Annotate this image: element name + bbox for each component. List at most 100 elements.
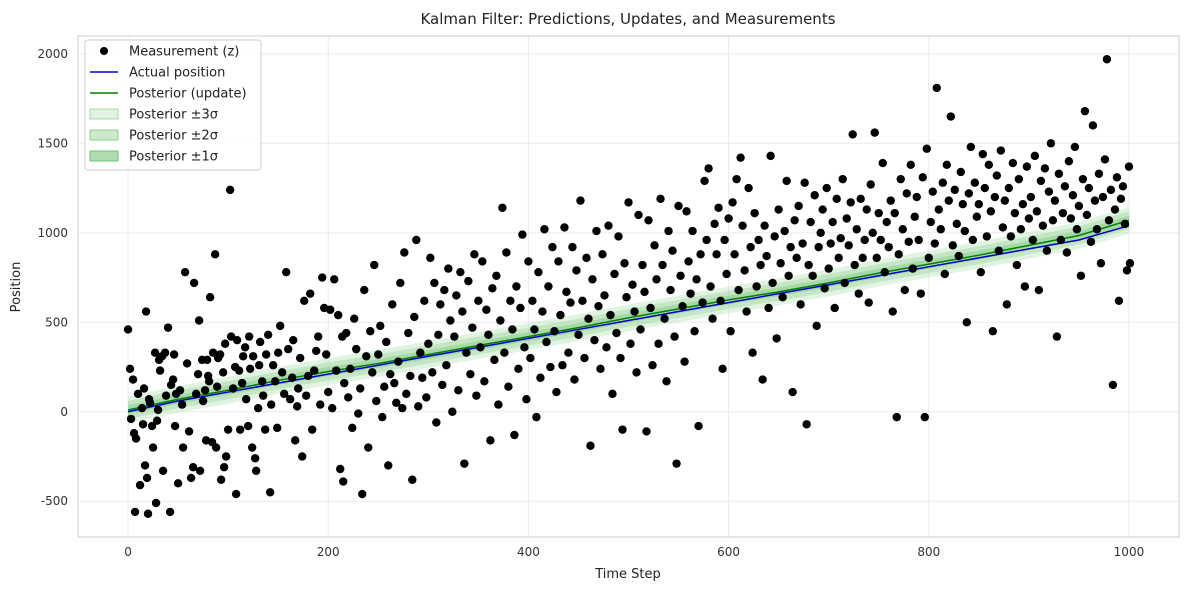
measurement-point	[1022, 162, 1032, 171]
measurement-point	[500, 348, 509, 357]
measurement-point	[382, 337, 391, 347]
legend-marker-band3	[89, 108, 119, 120]
measurement-point	[378, 412, 387, 422]
measurement-point	[902, 189, 911, 198]
measurement-point	[334, 310, 343, 320]
measurement-point	[142, 473, 152, 483]
measurement-point	[964, 189, 974, 198]
y-tick-label: 0	[60, 405, 68, 419]
measurement-point	[362, 352, 371, 361]
measurement-point	[972, 212, 982, 221]
measurement-point	[488, 284, 497, 293]
measurement-point	[760, 221, 769, 230]
measurement-point	[218, 368, 228, 377]
measurement-point	[858, 253, 867, 263]
measurement-point	[728, 198, 737, 207]
measurement-point	[746, 242, 755, 252]
measurement-point	[324, 387, 333, 397]
measurement-point	[642, 427, 651, 436]
measurement-point	[188, 463, 198, 472]
measurement-point	[778, 293, 787, 302]
measurement-point	[384, 461, 393, 470]
measurement-point	[520, 343, 529, 352]
measurement-point	[830, 303, 839, 313]
measurement-point	[1036, 176, 1046, 186]
measurement-point	[638, 260, 647, 270]
measurement-point	[692, 275, 701, 284]
measurement-point	[330, 275, 339, 284]
measurement-point	[1080, 106, 1090, 116]
measurement-point	[247, 443, 257, 452]
measurement-point	[1076, 271, 1086, 280]
measurement-point	[640, 287, 649, 297]
measurement-point	[480, 377, 489, 386]
measurement-point	[402, 389, 411, 399]
measurement-points	[123, 55, 1135, 518]
measurement-point	[1048, 216, 1058, 225]
measurement-point	[265, 488, 275, 497]
measurement-point	[258, 391, 268, 400]
measurement-point	[406, 371, 415, 381]
measurement-point	[934, 205, 943, 214]
measurement-point	[268, 361, 278, 370]
measurement-point	[336, 464, 345, 474]
measurement-point	[740, 266, 749, 275]
measurement-point	[392, 398, 401, 408]
measurement-point	[1070, 142, 1080, 152]
measurement-point	[304, 371, 313, 381]
measurement-point	[434, 330, 443, 340]
measurement-point	[237, 378, 247, 388]
legend-label-band1: Posterior ±1σ	[129, 150, 218, 165]
measurement-point	[1088, 121, 1098, 130]
measurement-point	[888, 307, 897, 316]
measurement-point	[562, 287, 571, 297]
measurement-point	[420, 296, 429, 306]
measurement-point	[788, 387, 797, 397]
measurement-point	[624, 198, 633, 207]
measurement-point	[802, 420, 811, 429]
measurement-point	[738, 221, 747, 230]
measurement-point	[898, 225, 907, 234]
measurement-point	[263, 330, 273, 340]
measurement-point	[272, 423, 282, 433]
measurement-point	[328, 403, 337, 413]
measurement-point	[452, 291, 461, 300]
measurement-point	[918, 173, 927, 182]
measurement-point	[704, 164, 713, 173]
measurement-point	[180, 267, 190, 277]
measurement-point	[474, 296, 483, 306]
measurement-point	[614, 232, 623, 241]
measurement-point	[296, 353, 305, 363]
measurement-point	[782, 176, 791, 186]
measurement-point	[460, 459, 469, 468]
measurement-point	[216, 475, 226, 484]
measurement-point	[290, 436, 300, 445]
measurement-point	[1094, 169, 1104, 178]
measurement-point	[828, 217, 837, 227]
measurement-point	[225, 185, 235, 195]
measurement-point	[526, 353, 535, 363]
measurement-point	[810, 191, 819, 200]
measurement-point	[440, 285, 449, 295]
measurement-point	[348, 423, 357, 433]
measurement-point	[312, 346, 321, 356]
measurement-point	[147, 421, 157, 431]
measurement-point	[128, 375, 138, 384]
measurement-point	[532, 412, 541, 422]
measurement-point	[346, 364, 355, 374]
measurement-point	[204, 377, 214, 386]
measurement-point	[622, 293, 631, 302]
measurement-point	[868, 228, 877, 238]
measurement-point	[570, 375, 579, 384]
measurement-point	[155, 366, 165, 375]
measurement-point	[1098, 192, 1108, 202]
measurement-point	[376, 321, 385, 331]
measurement-point	[950, 185, 959, 195]
measurement-point	[1042, 246, 1052, 255]
measurement-point	[1046, 139, 1056, 148]
measurement-point	[988, 327, 998, 336]
measurement-point	[510, 430, 519, 440]
measurement-point	[1118, 182, 1128, 191]
measurement-point	[734, 285, 743, 295]
measurement-point	[764, 303, 773, 313]
